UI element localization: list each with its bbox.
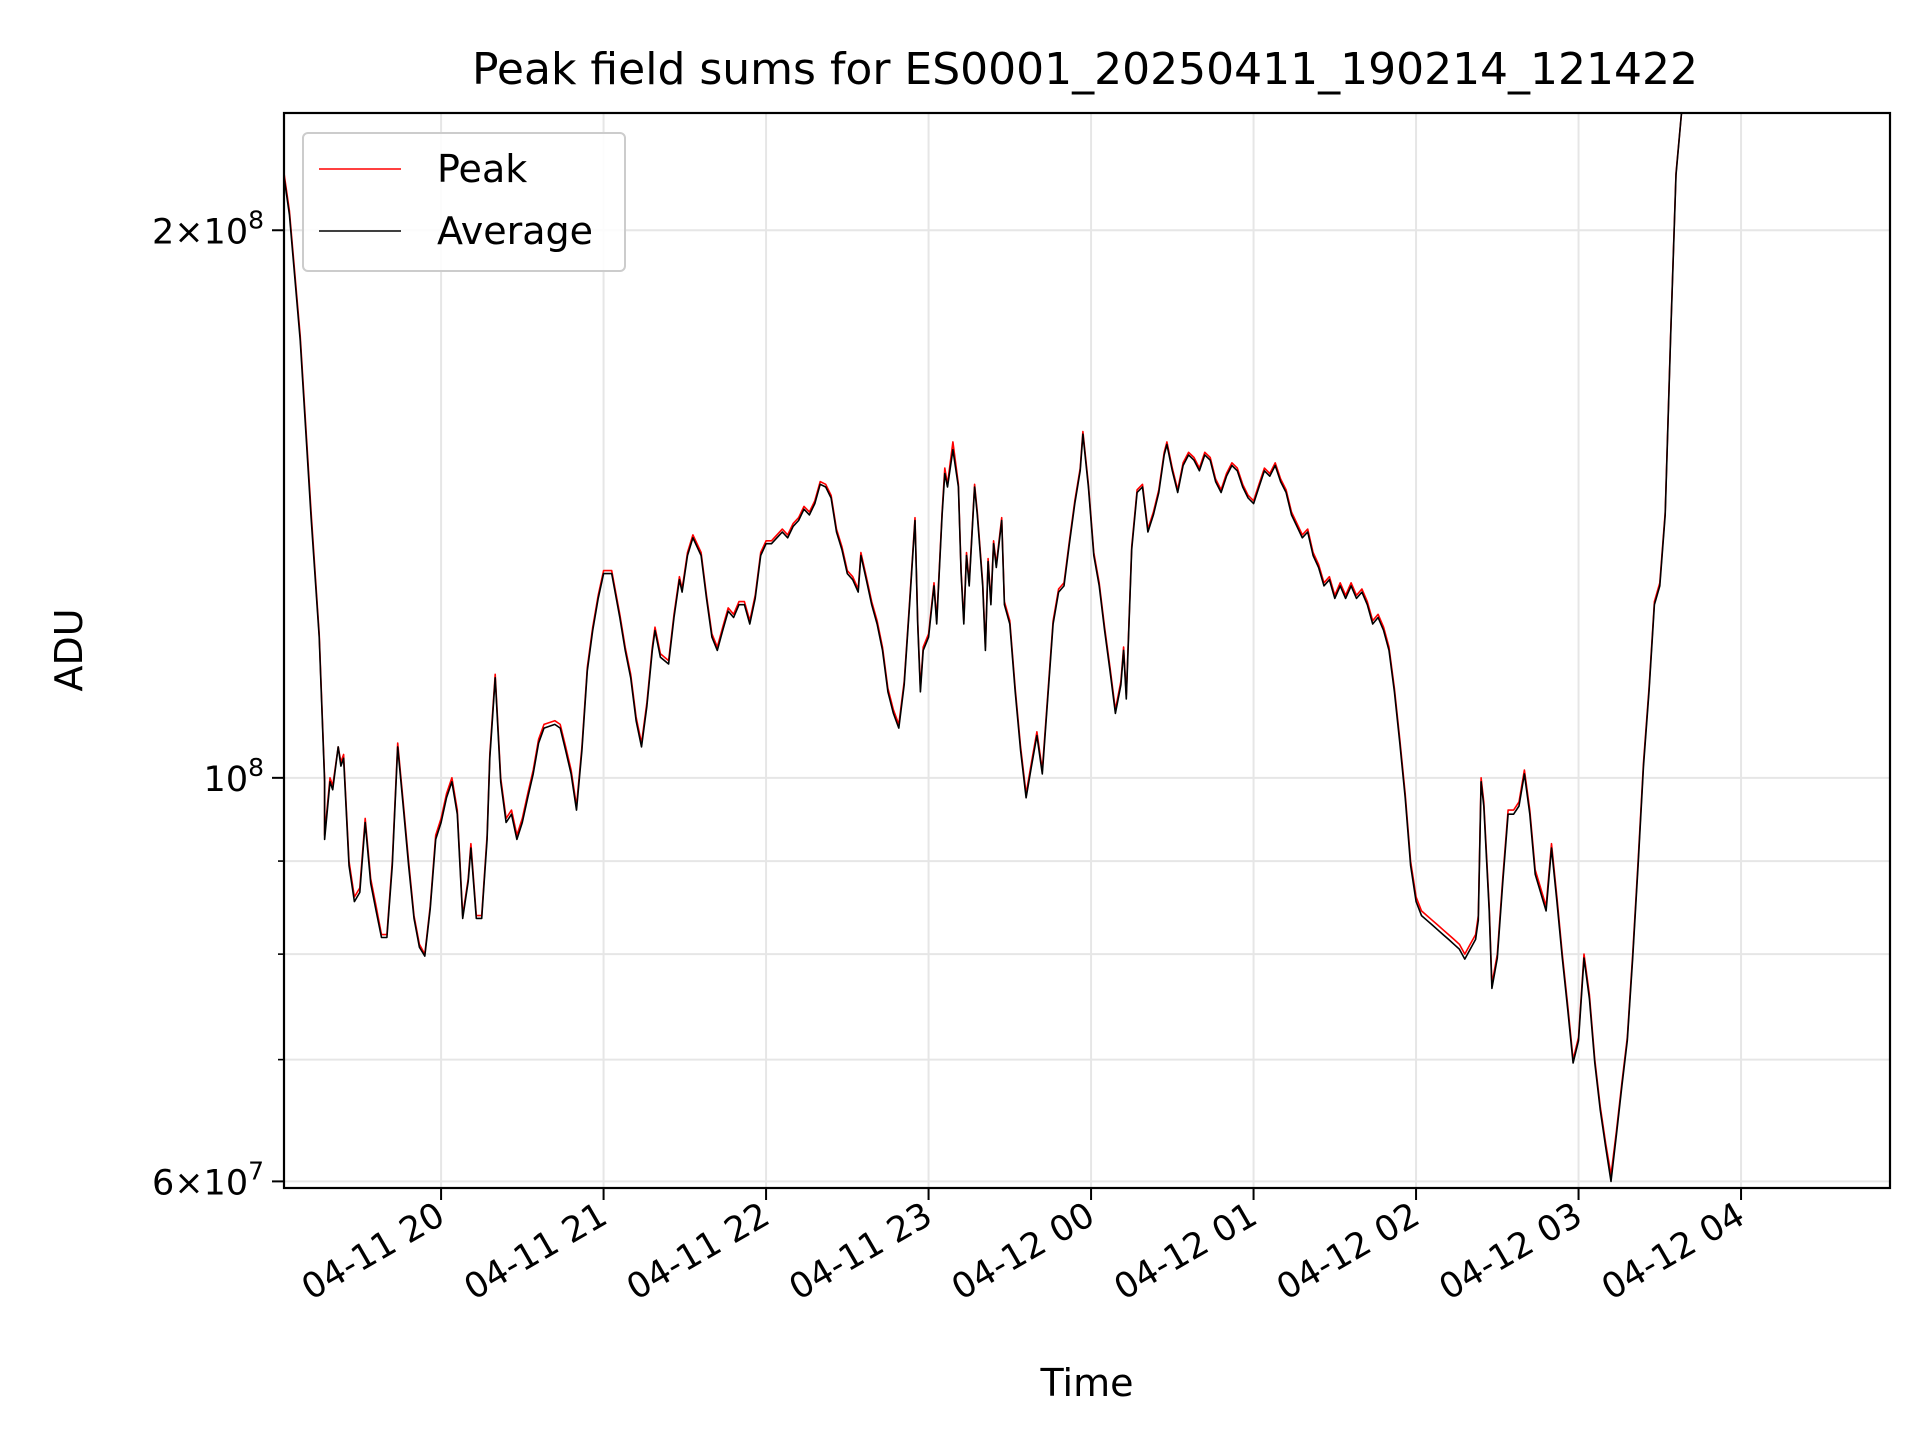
plot-area <box>284 113 1890 1188</box>
series-layer <box>284 113 1683 1183</box>
legend-label-average: Average <box>437 209 593 253</box>
legend-label-peak: Peak <box>437 147 527 191</box>
series-line-average <box>284 113 1683 1183</box>
y-axis: 6×107 108 2×108 <box>152 205 284 1203</box>
y-axis-label: ADU <box>47 608 91 691</box>
y-tick-label: 108 <box>204 753 264 800</box>
x-axis-label: Time <box>1040 1361 1134 1405</box>
y-tick-label: 2×108 <box>152 205 264 252</box>
legend: Peak Average <box>302 132 626 272</box>
legend-box <box>302 132 626 272</box>
y-tick-label: 6×107 <box>152 1156 264 1203</box>
plot-frame <box>282 111 1892 1190</box>
chart-title: Peak field sums for ES0001_20250411_1902… <box>472 44 1698 95</box>
grid-lines <box>284 113 1890 1188</box>
